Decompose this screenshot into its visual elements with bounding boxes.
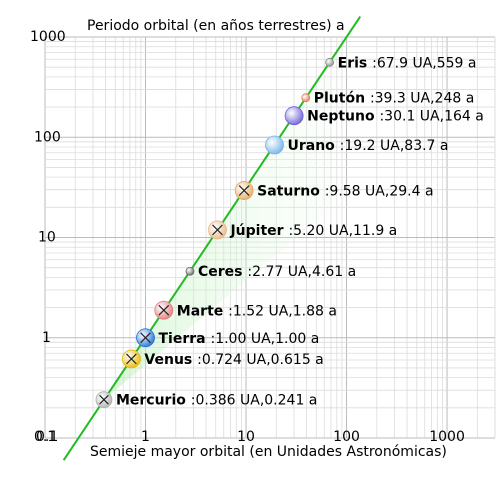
- point-marker: [284, 106, 304, 126]
- point-label: Ceres :2.77 UA,4.61 a: [198, 264, 356, 280]
- point-label: Eris :67.9 UA,559 a: [338, 55, 477, 71]
- point-value: :1.52 UA,1.88 a: [228, 303, 337, 319]
- point-cross: [238, 185, 250, 196]
- point-marker: [301, 93, 311, 103]
- point-label: Venus :0.724 UA,0.615 a: [144, 352, 323, 368]
- point-value: :2.77 UA,4.61 a: [247, 264, 356, 280]
- planet-points: Mercurio :0.386 UA,0.241 a Venus :0.724 U…: [95, 55, 484, 409]
- point-name: Ceres: [198, 264, 247, 280]
- point-name: Júpiter: [229, 223, 288, 239]
- point-cross: [158, 304, 170, 316]
- y-tick-label: 10: [38, 230, 56, 246]
- point-name: Mercurio: [116, 393, 191, 409]
- y-tick-labels: 0.1 1 10 100 1000: [30, 29, 66, 445]
- x-tick-label: 1000: [429, 429, 465, 445]
- point-value: :67.9 UA,559 a: [372, 55, 476, 71]
- x-tick-labels: 0.1 1 10 100 1000: [36, 429, 465, 445]
- point-ceres: Ceres :2.77 UA,4.61 a: [185, 264, 356, 280]
- point-value: :19.2 UA,83.7 a: [340, 138, 449, 154]
- point-name: Marte: [177, 303, 228, 319]
- point-value: :5.20 UA,11.9 a: [288, 223, 397, 239]
- point-marte: Marte :1.52 UA,1.88 a: [154, 300, 337, 320]
- point-marker: [265, 135, 284, 155]
- point-eris: Eris :67.9 UA,559 a: [325, 55, 477, 71]
- point-cross: [99, 394, 109, 405]
- point-label: Neptuno :30.1 UA,164 a: [307, 109, 484, 125]
- x-axis-label: Semieje mayor orbital (en Unidades Astro…: [90, 444, 447, 460]
- point-label: Júpiter :5.20 UA,11.9 a: [229, 223, 397, 239]
- point-jupiter: Júpiter :5.20 UA,11.9 a: [208, 220, 397, 240]
- point-value: :0.386 UA,0.241 a: [191, 393, 318, 409]
- point-cross: [212, 224, 223, 236]
- point-marker: [185, 266, 195, 276]
- point-name: Urano: [287, 138, 339, 154]
- point-name: Saturno: [257, 184, 325, 200]
- point-name: Venus: [144, 352, 197, 368]
- point-label: Tierra :1.00 UA,1.00 a: [159, 331, 320, 347]
- point-neptuno: Neptuno :30.1 UA,164 a: [284, 106, 484, 126]
- point-urano: Urano :19.2 UA,83.7 a: [265, 135, 449, 155]
- trend-line: [62, 15, 362, 461]
- point-label: Plutón :39.3 UA,248 a: [314, 91, 475, 107]
- trend-line-path: [62, 15, 362, 461]
- point-name: Tierra: [159, 331, 211, 347]
- y-tick-label: 100: [34, 129, 61, 145]
- x-tick-label: 100: [333, 429, 360, 445]
- point-cross: [140, 332, 151, 344]
- point-value: :30.1 UA,164 a: [379, 109, 483, 125]
- point-value: :1.00 UA,1.00 a: [210, 331, 319, 347]
- point-mercurio: Mercurio :0.386 UA,0.241 a: [95, 391, 317, 409]
- point-pluton: Plutón :39.3 UA,248 a: [301, 91, 475, 107]
- x-tick-label: 0.1: [36, 429, 58, 445]
- grid: [44, 36, 496, 439]
- point-name: Neptuno: [307, 109, 379, 125]
- y-tick-label: 0.1: [34, 429, 56, 445]
- y-tick-label: 1000: [30, 29, 66, 45]
- point-saturno: Saturno :9.58 UA,29.4 a: [234, 181, 434, 200]
- point-value: :0.724 UA,0.615 a: [197, 352, 324, 368]
- point-label: Marte :1.52 UA,1.88 a: [177, 303, 337, 319]
- x-tick-label: 10: [237, 429, 255, 445]
- x-tick-label: 1: [141, 429, 150, 445]
- chart-title: Periodo orbital (en años terrestres) a: [87, 18, 345, 34]
- point-tierra: Tierra :1.00 UA,1.00 a: [136, 328, 320, 348]
- point-label: Mercurio :0.386 UA,0.241 a: [116, 393, 317, 409]
- point-venus: Venus :0.724 UA,0.615 a: [122, 349, 324, 369]
- point-name: Eris: [338, 55, 372, 71]
- point-value: :39.3 UA,248 a: [370, 91, 474, 107]
- y-tick-label: 1: [42, 330, 51, 346]
- point-label: Urano :19.2 UA,83.7 a: [287, 138, 448, 154]
- point-cross: [126, 353, 137, 365]
- point-name: Plutón: [314, 91, 370, 107]
- point-marker: [325, 57, 335, 67]
- point-label: Saturno :9.58 UA,29.4 a: [257, 184, 433, 200]
- point-value: :9.58 UA,29.4 a: [325, 184, 434, 200]
